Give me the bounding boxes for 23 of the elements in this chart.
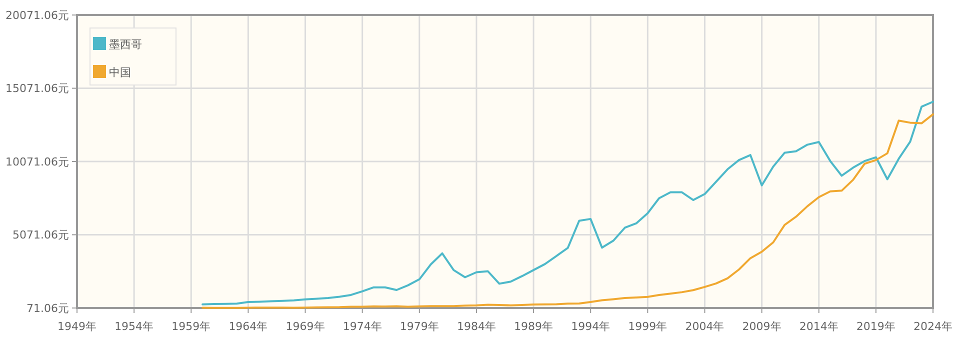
x-tick-label: 1994年 [571,320,610,333]
x-tick-label: 1954年 [114,320,154,333]
y-tick-label: 5071.06元 [12,228,69,242]
y-tick-label: 15071.06元 [6,82,69,96]
x-tick-label: 1999年 [628,320,668,333]
x-tick-label: 1949年 [58,320,96,333]
y-tick-label: 71.06元 [26,302,69,315]
x-tick-label: 1969年 [286,320,325,333]
x-tick-label: 1984年 [456,320,496,333]
x-tick-label: 2014年 [799,320,838,333]
x-tick-label: 1989年 [514,320,554,333]
x-tick-label: 1959年 [172,320,211,333]
x-tick-label: 1964年 [228,320,268,333]
x-tick-label: 2019年 [856,320,896,333]
x-tick-label: 1974年 [342,320,382,333]
y-tick-label: 10071.06元 [6,155,69,168]
x-tick-label: 2024年 [914,320,952,333]
x-tick-label: 2004年 [685,320,724,333]
y-tick-label: 20071.06元 [6,8,69,22]
x-tick-label: 2009年 [742,320,782,333]
legend-label: 墨西哥 [109,38,142,51]
legend-label: 中国 [109,66,131,79]
x-tick-label: 1979年 [400,320,439,333]
